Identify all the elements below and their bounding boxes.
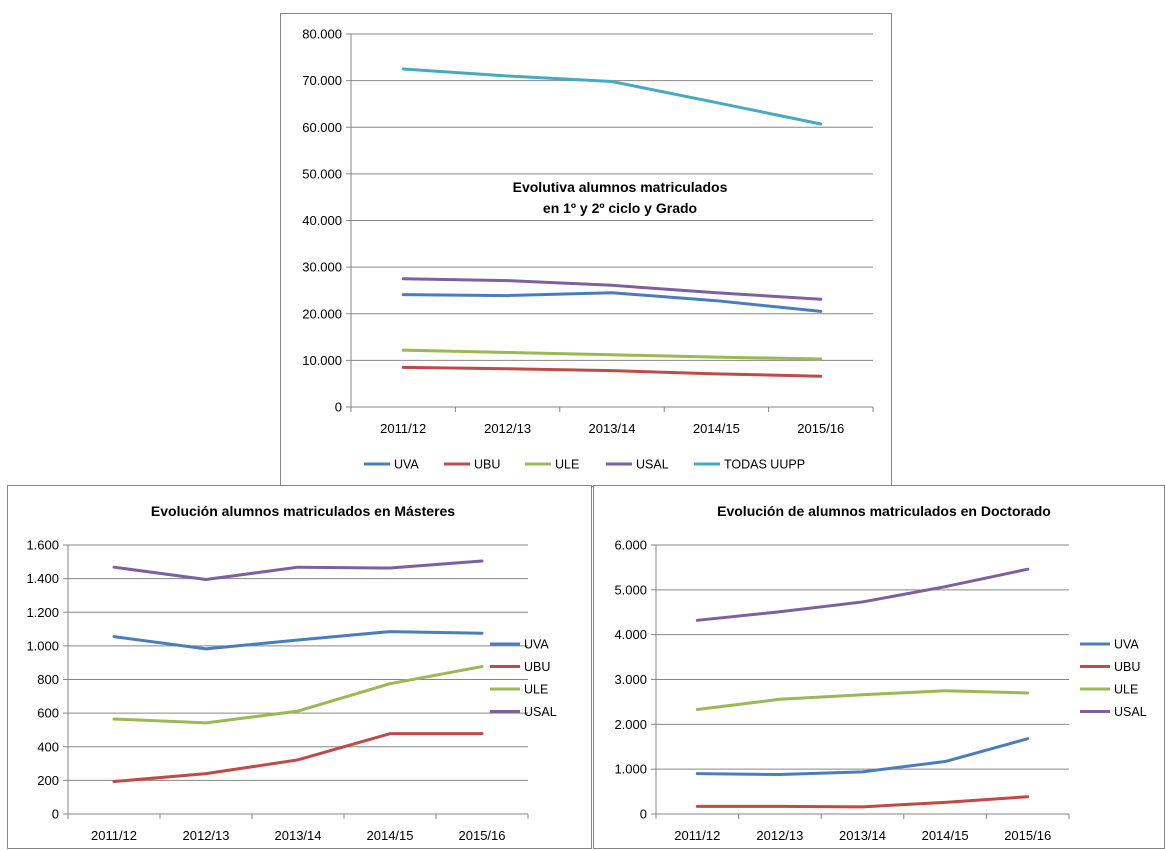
y-tick-label: 4.000 — [614, 627, 647, 642]
x-tick-label: 2014/15 — [693, 421, 740, 436]
y-tick-label: 6.000 — [614, 538, 647, 553]
x-tick-label: 2013/14 — [275, 828, 322, 843]
legend-label-ule: ULE — [555, 458, 579, 472]
x-tick-label: 2013/14 — [589, 421, 636, 436]
y-tick-label: 200 — [37, 773, 59, 788]
legend-label-uva: UVA — [394, 458, 419, 472]
legend-label-todas-uupp: TODAS UUPP — [724, 458, 805, 472]
y-tick-label: 1.000 — [614, 762, 647, 777]
x-tick-label: 2015/16 — [1004, 828, 1051, 843]
legend-label-ule: ULE — [524, 683, 548, 697]
legend-label-ule: ULE — [1114, 683, 1138, 697]
chart-doctorado: 0 1.000 2.000 3.000 4.000 5.000 6.000 2011/12 20… — [614, 503, 1147, 843]
y-tick-label: 10.000 — [302, 353, 342, 368]
series-line-usal — [401, 277, 823, 301]
series-line-todas-uupp — [401, 67, 823, 126]
series-line-usal — [695, 567, 1030, 622]
series-line-uva — [401, 291, 823, 313]
y-tick-label: 50.000 — [302, 166, 342, 181]
x-tick-label: 2011/12 — [380, 421, 426, 436]
y-tick-label: 20.000 — [302, 306, 342, 321]
y-tick-label: 0 — [52, 807, 59, 822]
chart-title: Evolución de alumnos matriculados en Doc… — [717, 503, 1051, 519]
y-tick-label: 80.000 — [302, 27, 342, 42]
series-line-ule — [695, 689, 1030, 712]
legend-label-ubu: UBU — [1114, 660, 1140, 674]
y-tick-label: 1.400 — [26, 571, 59, 586]
y-tick-label: 600 — [37, 706, 59, 721]
legend-label-usal: USAL — [636, 458, 669, 472]
legend-label-ubu: UBU — [474, 458, 500, 472]
x-tick-label: 2012/13 — [756, 828, 803, 843]
series-line-ule — [401, 348, 823, 361]
chart-title-line: en 1º y 2º ciclo y Grado — [543, 200, 697, 216]
y-tick-label: 60.000 — [302, 120, 342, 135]
series-line-ubu — [112, 732, 484, 784]
y-tick-label: 5.000 — [614, 582, 647, 597]
x-tick-label: 2011/12 — [91, 828, 137, 843]
y-tick-label: 1.600 — [26, 538, 59, 553]
legend-label-ubu: UBU — [524, 660, 550, 674]
y-tick-label: 70.000 — [302, 73, 342, 88]
y-tick-label: 3.000 — [614, 672, 647, 687]
y-tick-label: 1.000 — [26, 638, 59, 653]
series-line-ubu — [401, 365, 823, 378]
x-tick-label: 2012/13 — [484, 421, 531, 436]
x-tick-label: 2011/12 — [674, 828, 720, 843]
legend-label-usal: USAL — [524, 705, 557, 719]
y-tick-label: 2.000 — [614, 717, 647, 732]
chart-grado: 0 10.000 20.000 30.000 40.000 50.000 60.000 70.… — [302, 27, 874, 472]
legend-label-uva: UVA — [1114, 638, 1139, 652]
chart-panel-doctorado: 0 1.000 2.000 3.000 4.000 5.000 6.000 2011/12 20… — [593, 485, 1165, 849]
y-tick-label: 1.200 — [26, 605, 59, 620]
series-line-ule — [112, 665, 484, 725]
y-tick-label: 40.000 — [302, 213, 342, 228]
series-line-usal — [112, 559, 484, 581]
y-tick-label: 0 — [640, 807, 647, 822]
y-tick-label: 800 — [37, 672, 59, 687]
x-tick-label: 2015/16 — [459, 828, 506, 843]
series-line-ubu — [695, 795, 1030, 809]
chart-masteres: 0 200 400 600 800 1.000 1.200 1.400 1.600 2011/12… — [26, 503, 557, 843]
legend-label-uva: UVA — [524, 638, 549, 652]
x-tick-label: 2012/13 — [183, 828, 230, 843]
x-tick-label: 2013/14 — [839, 828, 886, 843]
x-tick-label: 2014/15 — [367, 828, 414, 843]
chart-title: Evolución alumnos matriculados en Máster… — [151, 503, 455, 519]
chart-title-line: Evolutiva alumnos matriculados — [513, 179, 728, 195]
y-tick-label: 30.000 — [302, 260, 342, 275]
chart-panel-masteres: 0 200 400 600 800 1.000 1.200 1.400 1.600 2011/12… — [7, 485, 592, 849]
y-tick-label: 0 — [335, 400, 342, 415]
series-line-uva — [695, 737, 1030, 777]
legend-label-usal: USAL — [1114, 705, 1147, 719]
y-tick-label: 400 — [37, 739, 59, 754]
series-line-uva — [112, 630, 484, 651]
x-tick-label: 2014/15 — [922, 828, 969, 843]
x-tick-label: 2015/16 — [797, 421, 844, 436]
chart-panel-grado: 0 10.000 20.000 30.000 40.000 50.000 60.000 70.… — [280, 13, 892, 487]
